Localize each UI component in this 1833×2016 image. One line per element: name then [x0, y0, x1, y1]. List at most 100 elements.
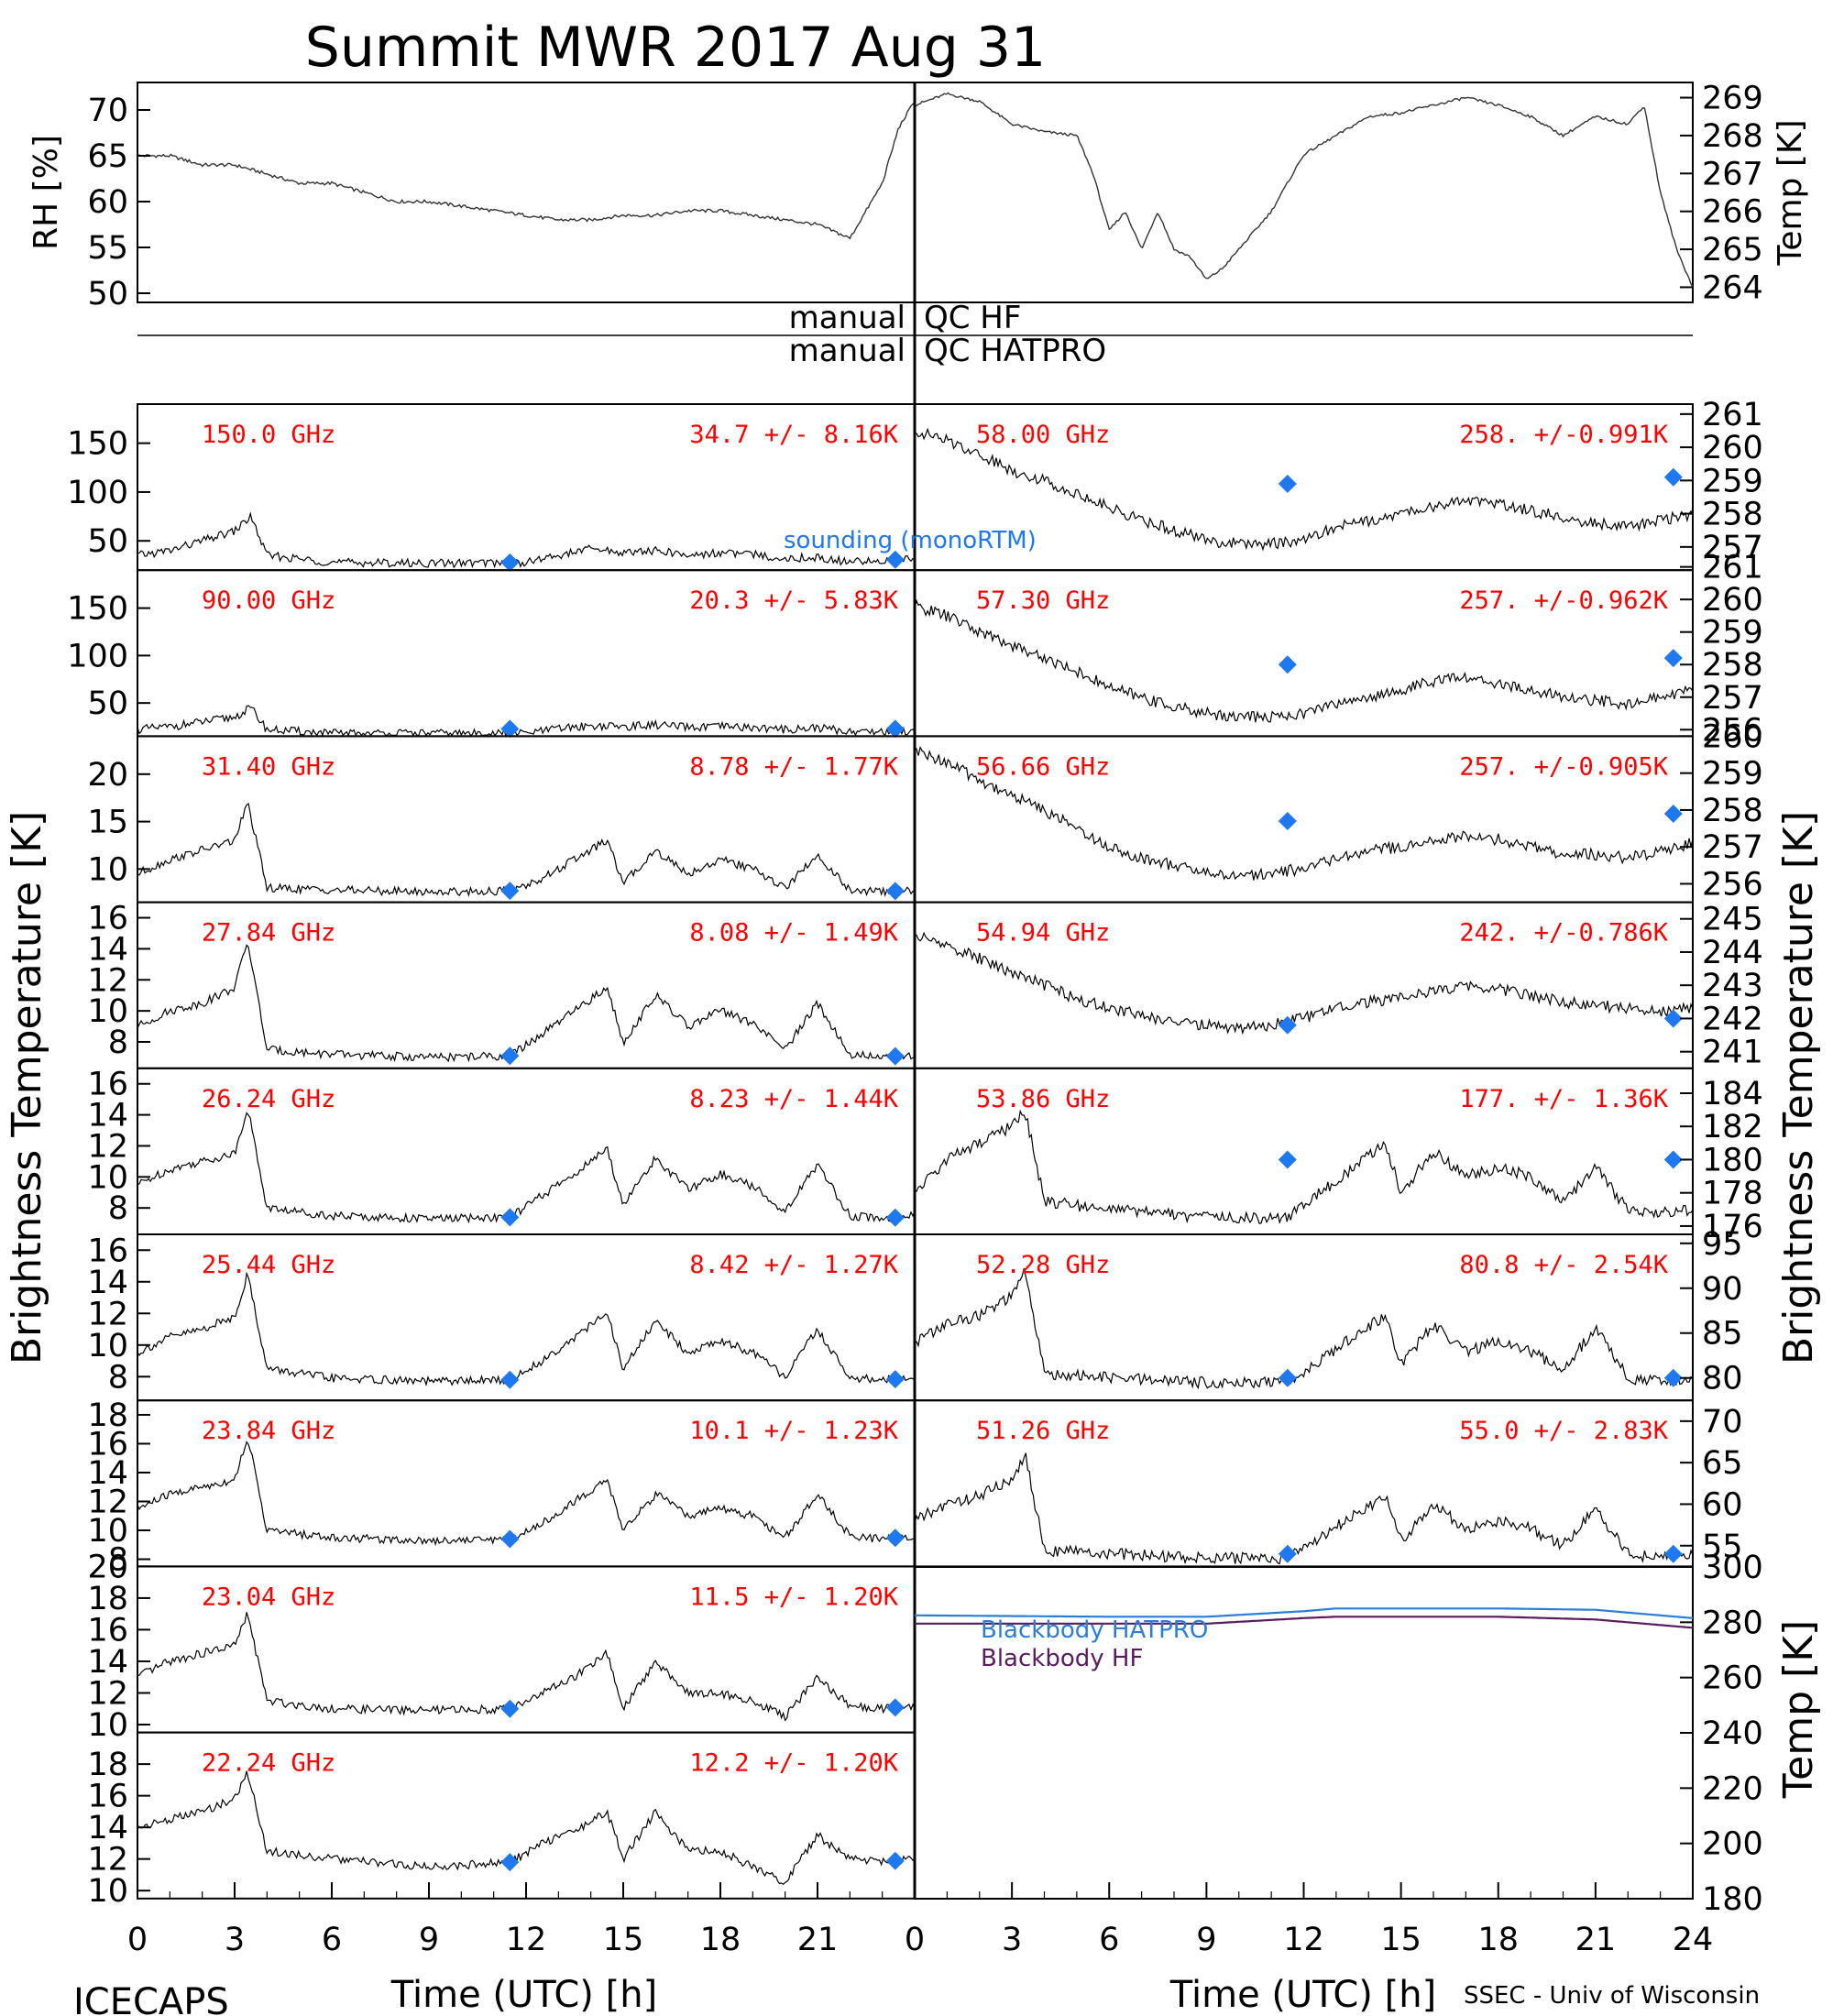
left-panel-tick-label: 16 [87, 901, 128, 937]
sounding-marker [1278, 1368, 1297, 1387]
stat-label: 258. +/-0.991K [1459, 421, 1668, 449]
left-panel: 50 100 150 150.0 GHz 34.7 +/- 8.16K [67, 403, 916, 572]
left-panel-tick-label: 10 [87, 1707, 128, 1744]
sounding-marker [500, 1529, 520, 1549]
left-panel-tick-label: 10 [87, 1873, 128, 1910]
rh-tick-label: 55 [87, 230, 128, 267]
rh-line [137, 102, 916, 240]
left-panel-tick-label: 10 [87, 1328, 128, 1364]
sounding-marker [885, 1208, 905, 1227]
x-tick-label: 21 [1575, 1922, 1617, 1958]
stat-label: 34.7 +/- 8.16K [689, 421, 898, 449]
frequency-label: 150.0 GHz [202, 421, 335, 449]
right-panel-tick-label: 259 [1702, 756, 1763, 793]
sounding-marker [500, 882, 520, 901]
right-panel-tick-label: 259 [1702, 463, 1763, 499]
x-tick-label: 24 [1673, 1922, 1714, 1958]
sounding-marker [885, 1851, 905, 1870]
sounding-marker [500, 1208, 520, 1227]
left-panel-tick-label: 10 [87, 851, 128, 888]
x-tick-label: 12 [506, 1922, 547, 1958]
series-line [137, 1271, 916, 1386]
frequency-label: 57.30 GHz [976, 586, 1110, 615]
sounding-marker [1278, 474, 1297, 493]
bb-tick-label: 220 [1702, 1770, 1763, 1807]
met-frame-left [137, 82, 916, 303]
series-line [137, 944, 916, 1063]
qc-row2-left: manual [789, 333, 906, 369]
temp-tick-label: 265 [1702, 232, 1763, 268]
left-panel-tick-label: 15 [87, 805, 128, 841]
stat-label: 12.2 +/- 1.20K [689, 1749, 898, 1778]
stat-label: 242. +/-0.786K [1459, 919, 1668, 948]
left-panel-tick-label: 16 [87, 1612, 128, 1649]
right-panel-tick-label: 241 [1702, 1035, 1763, 1071]
bb-tick-label: 280 [1702, 1605, 1763, 1641]
right-panel-tick-label: 243 [1702, 968, 1763, 1004]
sounding-marker [1663, 1009, 1683, 1028]
right-panel-tick-label: 178 [1702, 1176, 1763, 1212]
series-line [137, 1612, 916, 1722]
right-panel-tick-label: 257 [1702, 530, 1763, 566]
frequency-label: 53.86 GHz [976, 1085, 1110, 1113]
x-axis-label-left: Time (UTC) [h] [390, 1974, 657, 2016]
frequency-label: 22.24 GHz [202, 1749, 335, 1778]
frequency-label: 51.26 GHz [976, 1417, 1110, 1445]
right-panel-tick-label: 258 [1702, 497, 1763, 533]
x-axis-label-right: Time (UTC) [h] [1169, 1974, 1436, 2016]
bb-tick-label: 240 [1702, 1715, 1763, 1752]
sounding-marker [1278, 1150, 1297, 1169]
stat-label: 10.1 +/- 1.23K [689, 1417, 898, 1445]
temp-tick-label: 267 [1702, 156, 1763, 192]
right-panel-tick-label: 85 [1702, 1316, 1743, 1353]
series-line [137, 1441, 916, 1547]
blackbody-panel: 180 200 220 240 260 280 300 Blackbody HATPRO B… [914, 1550, 1822, 1918]
series-line [914, 1452, 1694, 1565]
frequency-label: 23.04 GHz [202, 1583, 335, 1611]
frequency-label: 23.84 GHz [202, 1417, 335, 1445]
x-tick-label: 18 [700, 1922, 741, 1958]
series-line [137, 705, 916, 738]
sounding-marker [885, 882, 905, 901]
sounding-marker [1663, 1150, 1683, 1169]
series-line [915, 1109, 1694, 1225]
sounding-marker [1663, 1544, 1683, 1563]
right-panel-tick-label: 176 [1702, 1209, 1763, 1245]
left-panel-tick-label: 50 [87, 685, 128, 722]
left-panels: 50 100 150 150.0 GHz 34.7 +/- 8.16K 50 100 150 9… [67, 403, 916, 1910]
frequency-label: 58.00 GHz [976, 421, 1110, 449]
right-panel-tick-label: 260 [1702, 582, 1763, 619]
stat-label: 11.5 +/- 1.20K [689, 1583, 898, 1611]
right-panel-tick-label: 256 [1702, 866, 1763, 903]
sounding-marker [500, 1370, 520, 1389]
qc-row2-right: QC HATPRO [924, 333, 1106, 369]
right-panel-tick-label: 258 [1702, 647, 1763, 684]
left-panel-tick-label: 100 [67, 475, 128, 511]
sounding-marker [885, 1046, 905, 1066]
left-panel: 50 100 150 90.00 GHz 20.3 +/- 5.83K [67, 569, 916, 739]
right-panel-tick-label: 65 [1702, 1445, 1743, 1482]
left-panel-tick-label: 20 [87, 757, 128, 794]
left-y-axis-label: Brightness Temperature [K] [4, 811, 50, 1364]
frequency-label: 27.84 GHz [202, 919, 335, 948]
left-panel-tick-label: 12 [87, 1484, 128, 1520]
left-panel-tick-label: 8 [108, 1542, 128, 1579]
stat-label: 55.0 +/- 2.83K [1459, 1417, 1668, 1445]
left-panel-tick-label: 10 [87, 1159, 128, 1196]
x-tick-label: 9 [1196, 1922, 1216, 1958]
left-panel-tick-label: 12 [87, 1128, 128, 1165]
rh-tick-label: 65 [87, 138, 128, 175]
right-panel-tick-label: 261 [1702, 550, 1763, 586]
frequency-label: 31.40 GHz [202, 752, 335, 781]
right-panel-tick-label: 259 [1702, 615, 1763, 652]
footer-left: ICECAPS [73, 1981, 229, 2016]
met-series [137, 92, 1694, 288]
stat-label: 257. +/-0.905K [1459, 752, 1668, 781]
